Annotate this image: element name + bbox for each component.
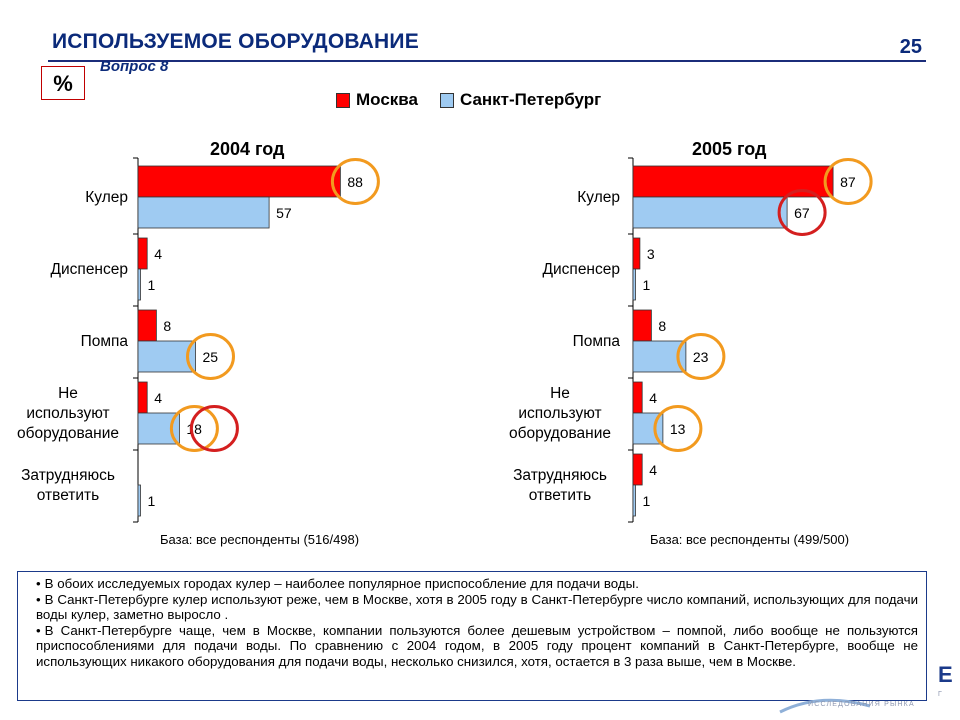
legend-item-moscow: Москва xyxy=(336,90,418,110)
category-label: Кулер xyxy=(577,189,620,206)
data-label: 67 xyxy=(794,205,810,221)
highlight-circle xyxy=(676,333,726,380)
category-label: используют xyxy=(26,405,109,422)
logo-tagline: ИССЛЕДОВАНИЯ РЫНКА xyxy=(808,701,915,708)
category-label: ответить xyxy=(37,487,99,504)
legend-label-spb: Санкт-Петербург xyxy=(459,90,602,109)
finding-text: В Санкт-Петербурге чаще, чем в Москве, к… xyxy=(36,622,918,669)
category-label: Диспенсер xyxy=(543,261,620,278)
bar-moscow xyxy=(137,381,148,414)
base-note-2005: База: все респонденты (499/500) xyxy=(650,532,850,547)
category-label: оборудование xyxy=(17,425,119,442)
chart-legend: Москва Санкт-Петербург xyxy=(336,90,623,110)
finding-item: • В Санкт-Петербурге чаще, чем в Москве, … xyxy=(36,622,918,669)
category-label: используют xyxy=(518,405,601,422)
highlight-circle xyxy=(777,189,827,236)
chart-title-2005: 2005 год xyxy=(692,139,767,159)
highlight-circle xyxy=(653,405,703,452)
category-label: ответить xyxy=(529,487,591,504)
bar-moscow xyxy=(137,309,157,342)
data-label: 8 xyxy=(658,318,666,334)
page-title: ИСПОЛЬЗУЕМОЕ ОБОРУДОВАНИЕ xyxy=(52,30,419,53)
data-label: 4 xyxy=(154,390,162,406)
bar-spb xyxy=(137,484,141,517)
bar-moscow xyxy=(632,237,641,270)
bar-moscow xyxy=(632,453,643,486)
bar-moscow xyxy=(632,309,652,342)
bar-spb xyxy=(632,484,636,517)
data-label: 1 xyxy=(643,277,651,293)
category-label: Не xyxy=(550,385,570,402)
category-label: Помпа xyxy=(573,333,621,350)
page-number: 25 xyxy=(899,36,922,58)
category-label: Кулер xyxy=(85,189,128,206)
legend-label-moscow: Москва xyxy=(356,90,418,109)
data-label: 88 xyxy=(347,174,363,190)
data-label: 4 xyxy=(649,462,657,478)
bar-spb xyxy=(137,196,270,229)
data-label: 1 xyxy=(643,493,651,509)
company-logo: Е Г ИССЛЕДОВАНИЯ РЫНКА xyxy=(779,662,953,714)
finding-text: В обоих исследуемых городах кулер – наиб… xyxy=(44,576,639,591)
data-label: 4 xyxy=(154,246,162,262)
category-label: Затрудняюсь xyxy=(513,467,607,484)
highlight-circle xyxy=(169,405,219,452)
category-label: Затрудняюсь xyxy=(21,467,115,484)
highlight-circle xyxy=(823,158,873,205)
category-label: Помпа xyxy=(81,333,129,350)
logo-letter: Е xyxy=(938,662,953,687)
logo-small-text: Г xyxy=(938,691,942,698)
question-label: Вопрос 8 xyxy=(100,58,169,75)
highlight-circle xyxy=(330,158,380,205)
data-label: 3 xyxy=(647,246,655,262)
data-label: 1 xyxy=(148,277,156,293)
bar-spb xyxy=(632,268,636,301)
bar-spb xyxy=(137,268,141,301)
data-label: 23 xyxy=(693,349,709,365)
legend-swatch-moscow xyxy=(336,92,350,108)
findings-box: • В обоих исследуемых городах кулер – наи… xyxy=(17,571,927,701)
chart-title-2004: 2004 год xyxy=(210,139,285,159)
bar-spb xyxy=(137,340,196,373)
bar-moscow xyxy=(632,165,834,198)
finding-item: • В обоих исследуемых городах кулер – наи… xyxy=(36,576,639,591)
bar-moscow xyxy=(137,165,341,198)
data-label: 57 xyxy=(276,205,292,221)
data-label: 25 xyxy=(203,349,219,365)
bar-moscow xyxy=(632,381,643,414)
data-label: 87 xyxy=(840,174,856,190)
legend-swatch-spb xyxy=(439,92,454,108)
data-label: 1 xyxy=(148,493,156,509)
finding-item: • В Санкт-Петербурге кулер используют реж… xyxy=(36,591,918,623)
category-label: Диспенсер xyxy=(51,261,128,278)
finding-text: В Санкт-Петербурге кулер используют реже… xyxy=(36,591,918,623)
category-label: оборудование xyxy=(509,425,611,442)
base-note-2004: База: все респонденты (516/498) xyxy=(160,532,360,547)
data-label: 13 xyxy=(670,421,686,437)
highlight-circle xyxy=(189,405,239,452)
bar-charts: Кулер 88 57 Диспенсер 4 1 Помпа 8 25 Не используют… xyxy=(17,157,873,523)
data-label: 4 xyxy=(649,390,657,406)
bar-moscow xyxy=(137,237,148,270)
data-label: 8 xyxy=(163,318,171,334)
unit-badge: % xyxy=(41,66,85,100)
bar-spb xyxy=(632,196,788,229)
category-label: Не xyxy=(58,385,78,402)
highlight-circle xyxy=(186,333,235,380)
legend-item-spb: Санкт-Петербург xyxy=(439,90,602,110)
title-divider xyxy=(48,60,926,62)
data-label: 18 xyxy=(186,421,202,437)
